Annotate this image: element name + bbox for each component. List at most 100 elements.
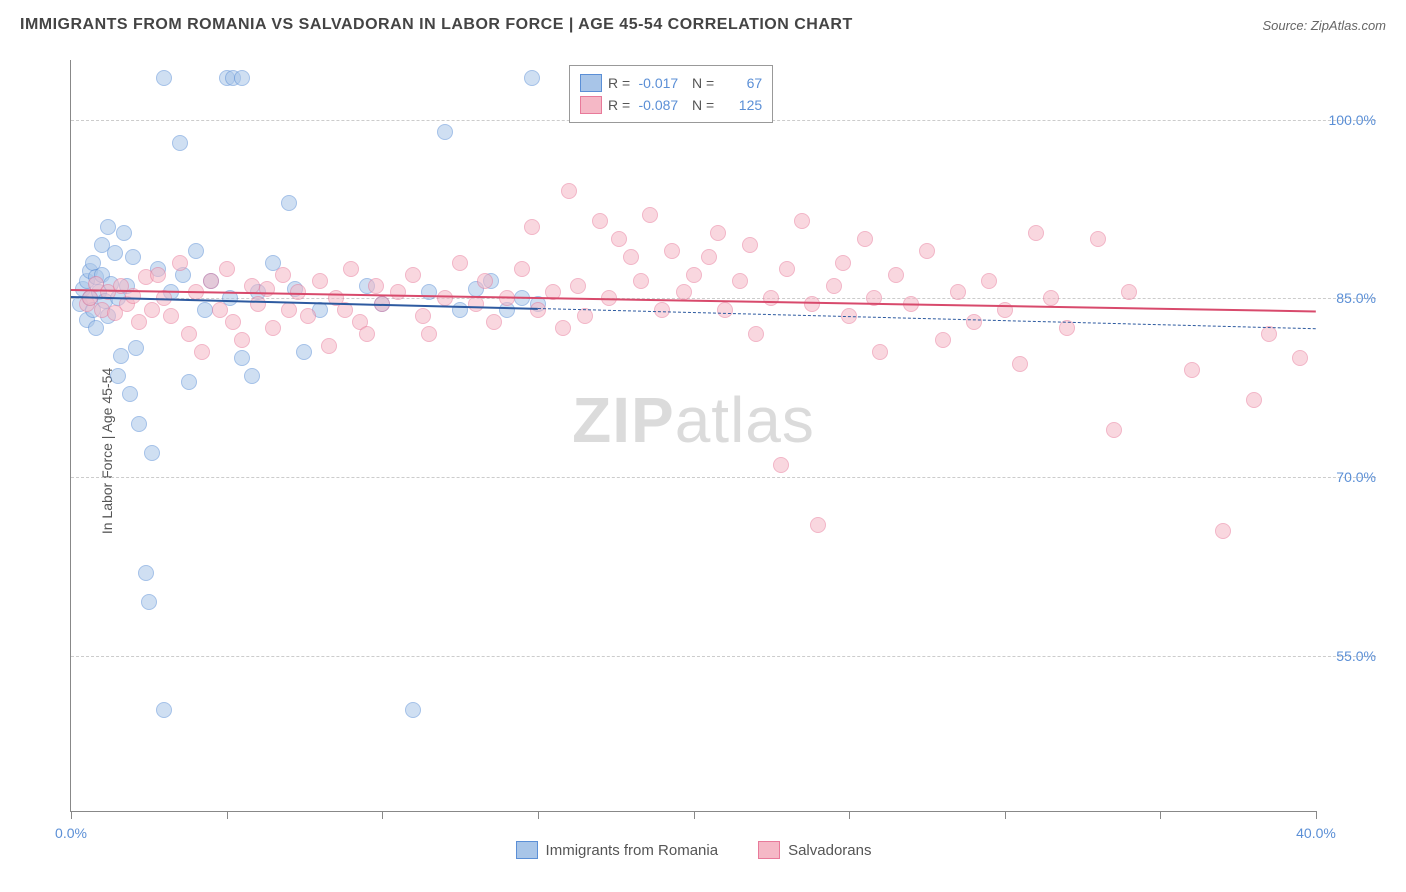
- data-point: [405, 267, 421, 283]
- data-point: [732, 273, 748, 289]
- data-point: [748, 326, 764, 342]
- data-point: [1090, 231, 1106, 247]
- data-point: [857, 231, 873, 247]
- data-point: [804, 296, 820, 312]
- x-tick-label: 40.0%: [1296, 825, 1336, 841]
- data-point: [577, 308, 593, 324]
- data-point: [300, 308, 316, 324]
- data-point: [131, 416, 147, 432]
- data-point: [156, 702, 172, 718]
- data-point: [421, 284, 437, 300]
- data-point: [188, 243, 204, 259]
- data-point: [981, 273, 997, 289]
- data-point: [642, 207, 658, 223]
- x-tick: [849, 811, 850, 819]
- data-point: [710, 225, 726, 241]
- legend-r-label: R =: [608, 94, 630, 116]
- data-point: [794, 213, 810, 229]
- data-point: [1292, 350, 1308, 366]
- data-point: [281, 302, 297, 318]
- data-point: [296, 344, 312, 360]
- data-point: [144, 302, 160, 318]
- data-point: [116, 225, 132, 241]
- gridline: [71, 477, 1376, 478]
- data-point: [611, 231, 627, 247]
- data-point: [144, 445, 160, 461]
- watermark: ZIPatlas: [572, 383, 815, 457]
- x-tick-label: 0.0%: [55, 825, 87, 841]
- legend-n-label: N =: [684, 72, 714, 94]
- data-point: [950, 284, 966, 300]
- swatch-icon: [580, 74, 602, 92]
- data-point: [486, 314, 502, 330]
- data-point: [321, 338, 337, 354]
- legend-row-salvadoran: R = -0.087 N = 125: [580, 94, 762, 116]
- data-point: [530, 302, 546, 318]
- source-label: Source: ZipAtlas.com: [1262, 18, 1386, 33]
- data-point: [623, 249, 639, 265]
- data-point: [125, 249, 141, 265]
- legend-n-label: N =: [684, 94, 714, 116]
- series-legend: Immigrants from Romania Salvadorans: [71, 841, 1316, 859]
- data-point: [405, 702, 421, 718]
- data-point: [219, 261, 235, 277]
- data-point: [872, 344, 888, 360]
- data-point: [524, 70, 540, 86]
- data-point: [570, 278, 586, 294]
- data-point: [1043, 290, 1059, 306]
- legend-n-value: 125: [720, 94, 762, 116]
- data-point: [234, 350, 250, 366]
- data-point: [281, 195, 297, 211]
- data-point: [250, 296, 266, 312]
- swatch-icon: [516, 841, 538, 859]
- data-point: [265, 320, 281, 336]
- data-point: [100, 219, 116, 235]
- data-point: [592, 213, 608, 229]
- x-tick: [227, 811, 228, 819]
- correlation-legend: R = -0.017 N = 67 R = -0.087 N = 125: [569, 65, 773, 123]
- data-point: [810, 517, 826, 533]
- data-point: [225, 314, 241, 330]
- x-tick: [1316, 811, 1317, 819]
- data-point: [468, 296, 484, 312]
- data-point: [966, 314, 982, 330]
- legend-r-label: R =: [608, 72, 630, 94]
- data-point: [477, 273, 493, 289]
- data-point: [919, 243, 935, 259]
- data-point: [415, 308, 431, 324]
- data-point: [524, 219, 540, 235]
- y-tick-label: 85.0%: [1321, 290, 1376, 306]
- data-point: [437, 124, 453, 140]
- data-point: [452, 302, 468, 318]
- data-point: [359, 326, 375, 342]
- data-point: [701, 249, 717, 265]
- data-point: [773, 457, 789, 473]
- data-point: [156, 70, 172, 86]
- data-point: [686, 267, 702, 283]
- data-point: [514, 261, 530, 277]
- x-tick: [694, 811, 695, 819]
- data-point: [172, 135, 188, 151]
- data-point: [138, 565, 154, 581]
- y-tick-label: 55.0%: [1321, 648, 1376, 664]
- data-point: [122, 386, 138, 402]
- x-tick: [71, 811, 72, 819]
- data-point: [275, 267, 291, 283]
- data-point: [452, 255, 468, 271]
- data-point: [234, 332, 250, 348]
- data-point: [113, 348, 129, 364]
- x-tick: [1160, 811, 1161, 819]
- legend-item-romania: Immigrants from Romania: [516, 841, 719, 859]
- legend-r-value: -0.017: [636, 72, 678, 94]
- chart-title: IMMIGRANTS FROM ROMANIA VS SALVADORAN IN…: [20, 16, 853, 34]
- data-point: [150, 267, 166, 283]
- watermark-atlas: atlas: [675, 384, 815, 456]
- data-point: [312, 273, 328, 289]
- y-tick-label: 100.0%: [1321, 112, 1376, 128]
- data-point: [633, 273, 649, 289]
- data-point: [664, 243, 680, 259]
- data-point: [555, 320, 571, 336]
- data-point: [368, 278, 384, 294]
- data-point: [1121, 284, 1137, 300]
- chart-container: In Labor Force | Age 45-54 R = -0.017 N …: [20, 40, 1386, 862]
